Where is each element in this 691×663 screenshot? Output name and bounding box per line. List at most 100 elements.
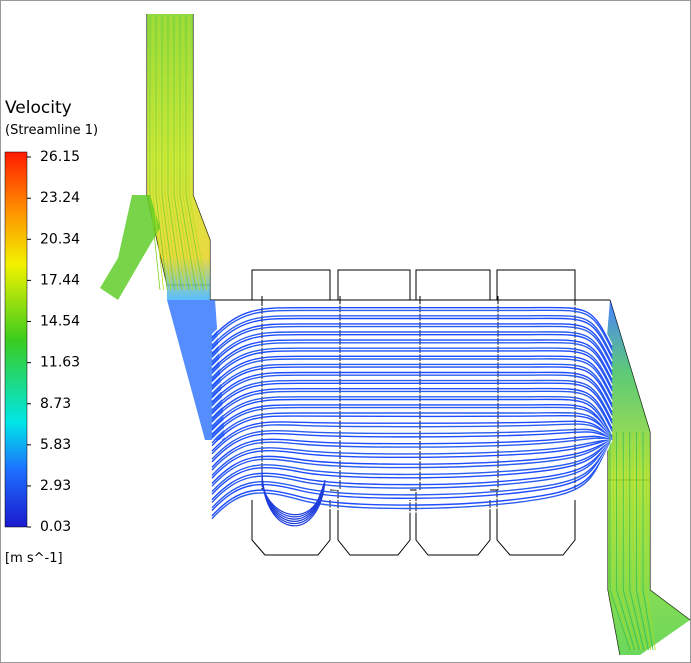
tick-label: 14.54 xyxy=(40,313,80,329)
streamline xyxy=(211,431,613,463)
streamline xyxy=(211,439,613,522)
streamline xyxy=(211,358,613,400)
inlet-streamline xyxy=(170,16,186,291)
streamline xyxy=(211,363,613,405)
inlet-streamline xyxy=(188,16,208,291)
side-branch xyxy=(100,195,160,300)
colorbar-ticks: 26.15 23.24 20.34 17.44 14.54 11.63 8.73 5.83 2.… xyxy=(27,149,80,535)
outlet-streamline xyxy=(639,432,652,651)
tick-label: 20.34 xyxy=(40,231,80,247)
tick-label: 0.03 xyxy=(40,519,71,535)
outlet-duct xyxy=(600,300,690,655)
streamline xyxy=(211,439,613,514)
streamline xyxy=(211,439,613,503)
streamline xyxy=(211,404,613,441)
legend-title: Velocity xyxy=(5,98,72,118)
streamline xyxy=(211,352,613,394)
outlet-streamline xyxy=(632,432,647,651)
hopper-streamline xyxy=(261,484,321,516)
outlet-streamline xyxy=(629,432,645,651)
streamline xyxy=(211,414,613,447)
streamline xyxy=(211,328,613,370)
outlet-streamline xyxy=(642,432,654,651)
streamline xyxy=(211,439,613,509)
legend-subtitle: (Streamline 1) xyxy=(5,123,98,138)
streamlines xyxy=(149,16,656,651)
streamline xyxy=(211,382,613,424)
streamline xyxy=(211,439,613,495)
streamline xyxy=(211,368,613,411)
streamline xyxy=(211,377,613,419)
streamline xyxy=(211,306,613,349)
streamline xyxy=(211,360,613,403)
inlet-streamline xyxy=(185,16,204,291)
streamline xyxy=(211,426,613,457)
streamline xyxy=(211,439,613,511)
streamline xyxy=(211,312,613,354)
streamline xyxy=(211,341,613,384)
streamline xyxy=(211,439,613,482)
outlet-streamline xyxy=(636,432,649,651)
tick-label: 17.44 xyxy=(40,272,80,288)
streamline xyxy=(211,314,613,357)
streamline xyxy=(211,439,613,493)
streamline xyxy=(211,420,613,452)
streamline xyxy=(211,439,613,490)
streamline xyxy=(211,323,613,365)
streamline xyxy=(211,439,613,520)
inlet-streamline xyxy=(167,16,182,291)
streamline xyxy=(211,439,613,479)
streamline xyxy=(211,350,613,392)
outlet-streamline xyxy=(645,432,656,651)
outlet-streamline xyxy=(609,432,631,651)
inlet-streamline xyxy=(158,16,172,291)
streamline xyxy=(211,347,613,389)
streamline xyxy=(211,385,613,427)
legend-unit: [m s^-1] xyxy=(5,551,63,566)
streamline xyxy=(211,417,613,449)
inlet-streamline xyxy=(173,16,190,291)
streamline xyxy=(211,374,613,416)
streamline xyxy=(211,439,613,517)
streamline xyxy=(211,366,613,408)
streamline xyxy=(211,439,613,487)
outlet-streamline xyxy=(616,432,635,651)
outlet-streamline xyxy=(619,432,638,651)
streamline xyxy=(211,439,613,476)
streamline xyxy=(211,435,613,468)
tick-label: 8.73 xyxy=(40,396,71,412)
outlet-streamline xyxy=(626,432,642,651)
streamline xyxy=(211,320,613,362)
streamline xyxy=(211,412,613,444)
streamline xyxy=(211,379,613,421)
inlet-duct xyxy=(147,14,210,300)
streamline xyxy=(211,423,613,455)
streamline xyxy=(211,309,613,351)
streamline xyxy=(211,439,613,484)
streamline xyxy=(211,401,613,441)
streamline xyxy=(211,325,613,367)
streamline xyxy=(211,339,613,381)
inlet-streamline xyxy=(152,16,164,291)
colorbar xyxy=(4,151,28,528)
streamline xyxy=(211,371,613,413)
tick-label: 23.24 xyxy=(40,190,80,206)
tick-label: 5.83 xyxy=(40,437,71,453)
streamline xyxy=(211,304,613,346)
streamline xyxy=(211,398,613,440)
inlet-streamline xyxy=(155,16,168,291)
outlet-streamline xyxy=(612,432,633,651)
streamline xyxy=(211,439,613,506)
streamline xyxy=(211,395,613,438)
streamline xyxy=(211,355,613,397)
tick-label: 26.15 xyxy=(40,149,80,165)
streamline xyxy=(211,393,613,435)
inlet-streamline xyxy=(164,16,179,291)
streamline xyxy=(211,439,613,501)
streamline xyxy=(211,317,613,359)
streamline xyxy=(211,437,613,471)
streamline xyxy=(211,433,613,466)
streamline xyxy=(211,331,613,373)
